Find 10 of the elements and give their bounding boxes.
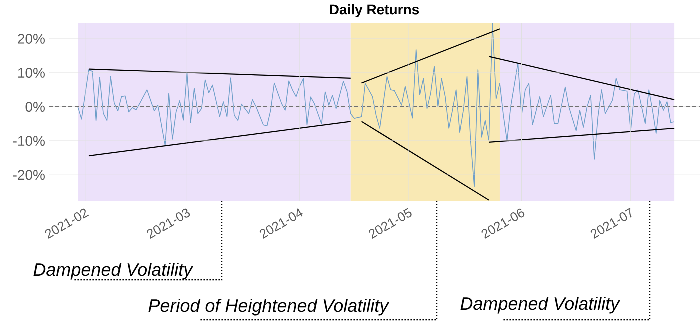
text: Dampened Volatility (460, 296, 621, 314)
y-tick-label: 20% (18, 34, 45, 44)
text: Dampened Volatility (34, 262, 194, 280)
line-series (78, 23, 675, 188)
text: Period of Heightened Volatility (148, 298, 390, 316)
y-tick-label: 0% (26, 102, 45, 112)
chart-title: Daily Returns (330, 4, 420, 18)
y-tick-label: -10% (13, 136, 45, 146)
y-tick-label: 10% (18, 68, 45, 78)
y-tick-label: -20% (13, 170, 45, 180)
